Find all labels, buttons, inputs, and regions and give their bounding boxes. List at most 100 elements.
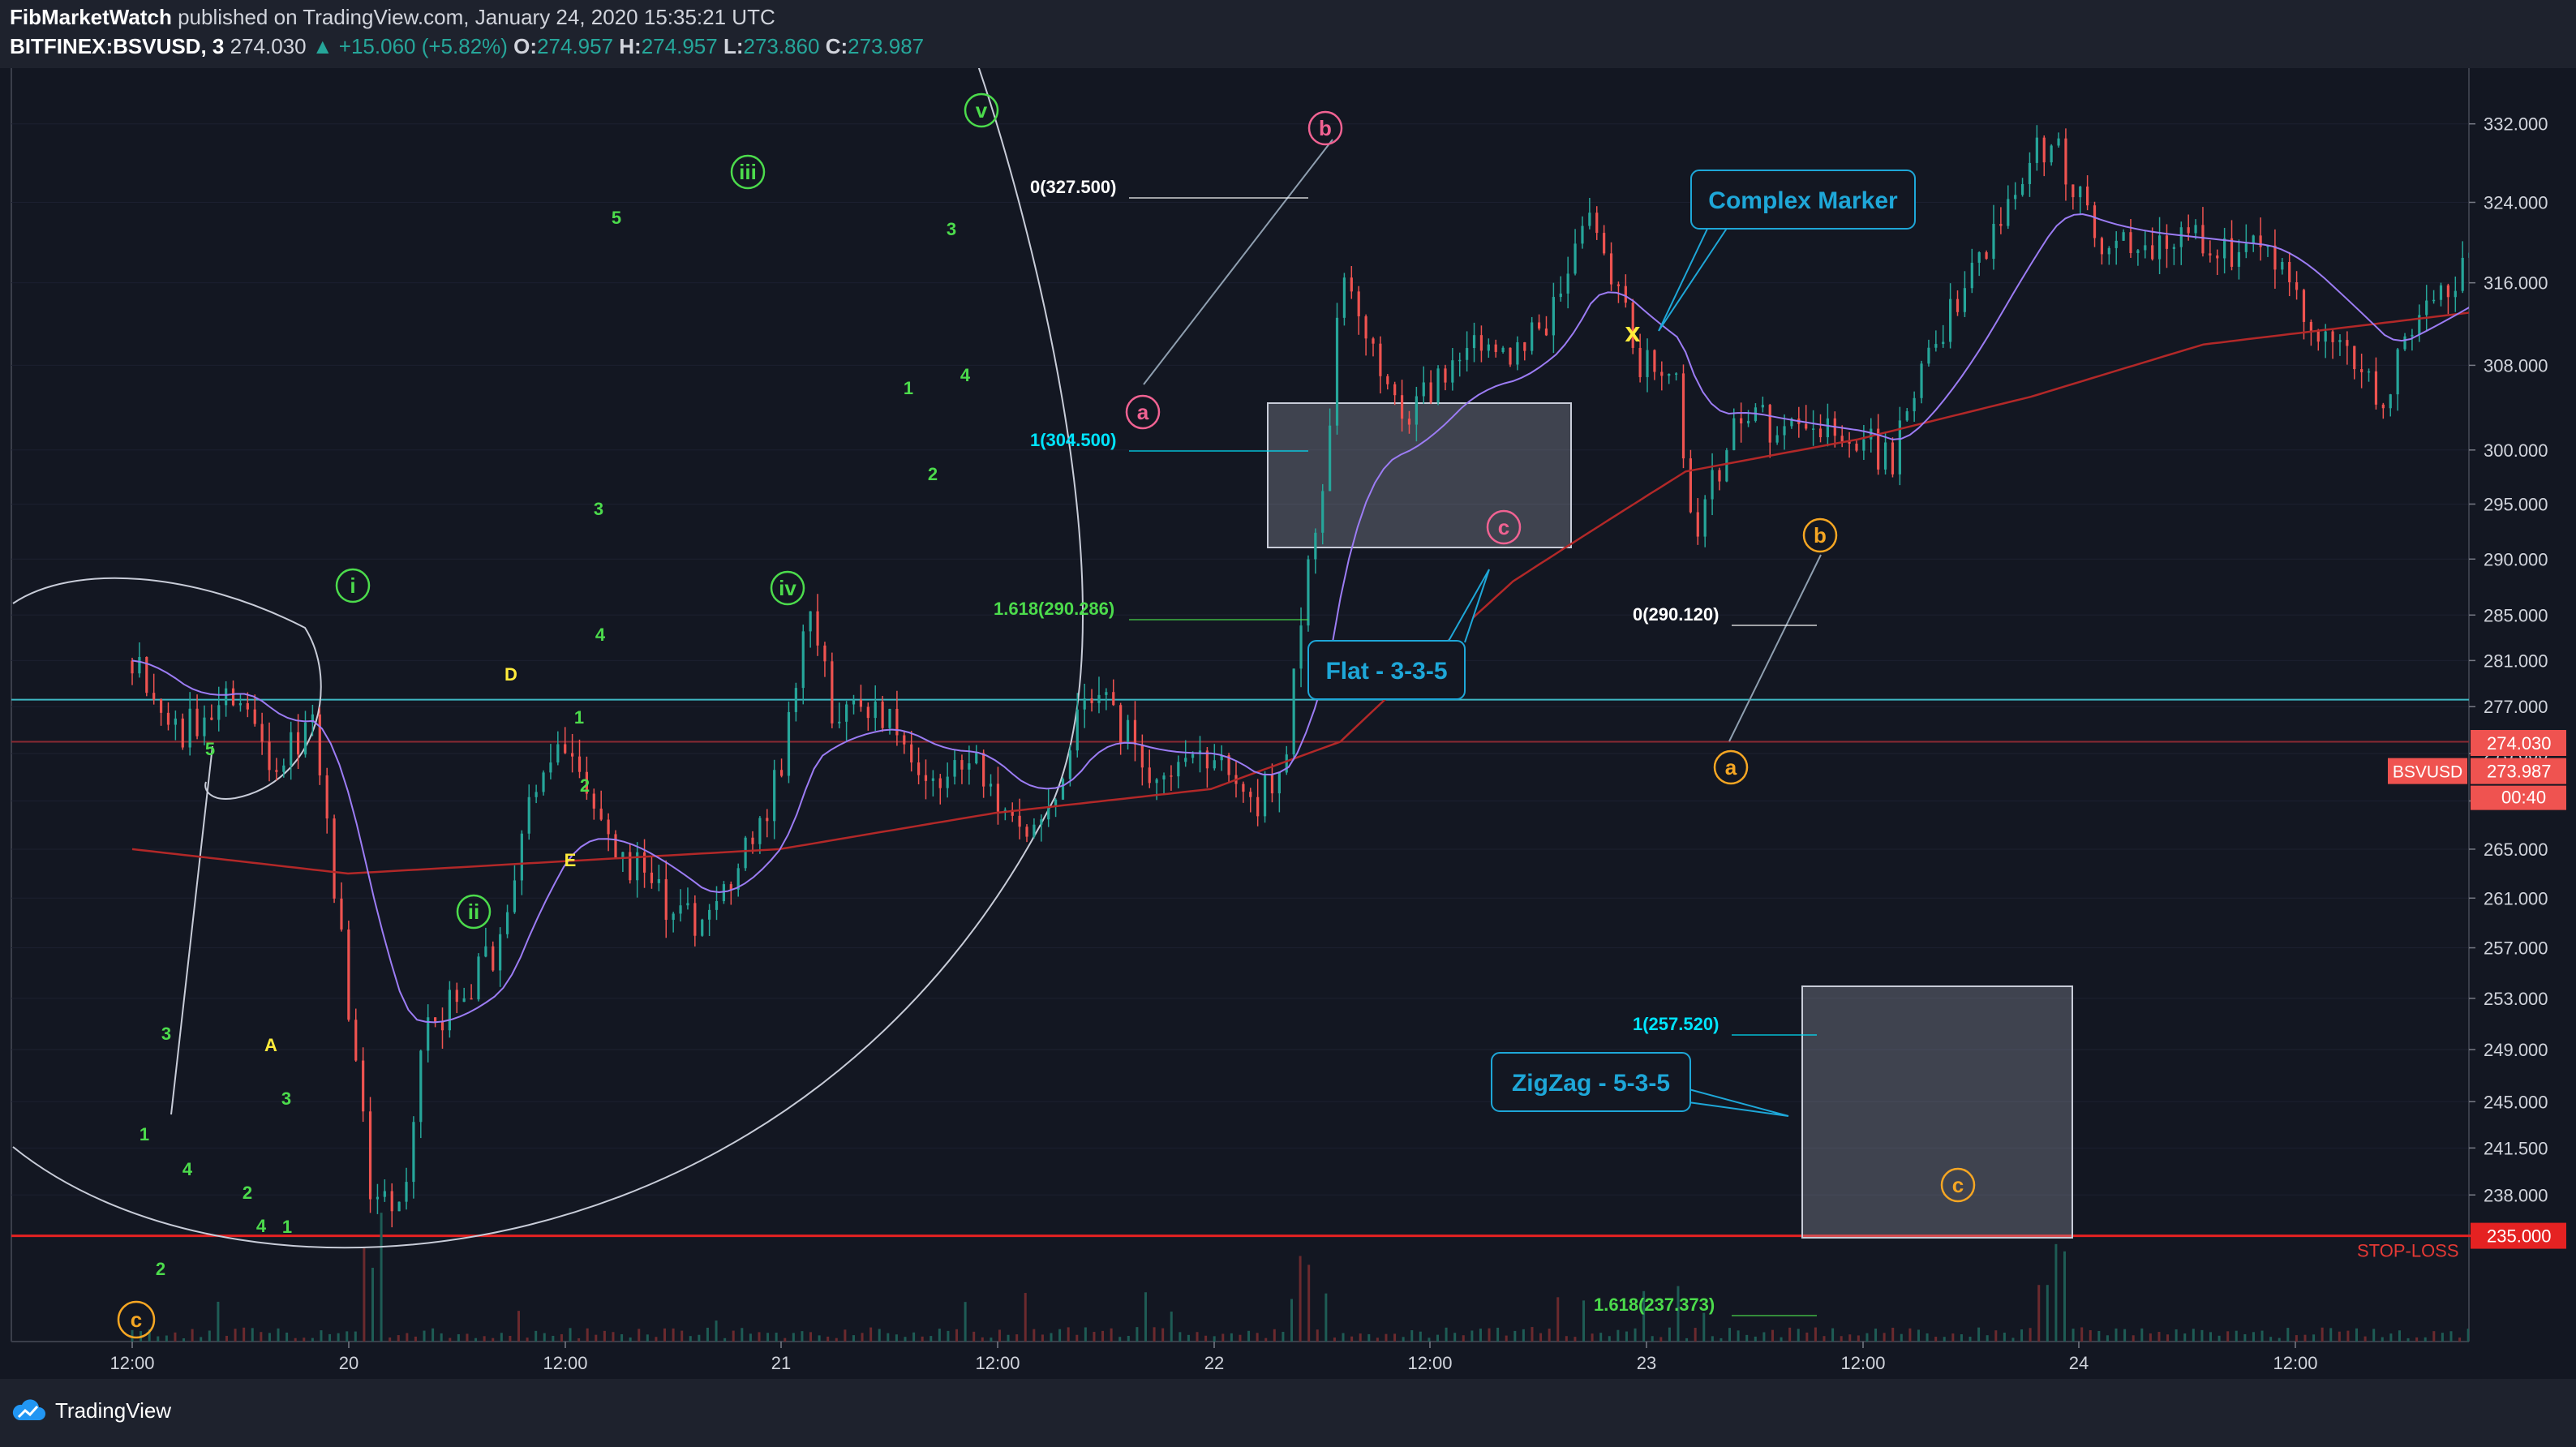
wave-label[interactable]: D: [504, 664, 517, 685]
wave-label-text: c: [131, 1307, 142, 1332]
fib-level[interactable]: 1(257.520): [1633, 1014, 1817, 1036]
annotation-callout[interactable]: Flat - 3-3-5: [1307, 569, 1490, 700]
stop-loss-label: STOP-LOSS: [2357, 1241, 2459, 1261]
wave-label[interactable]: c: [117, 1300, 156, 1339]
candle: [362, 1047, 365, 1123]
published-text: published on TradingView.com, January 24…: [171, 5, 775, 29]
fib-level[interactable]: 0(327.500): [1030, 177, 1308, 199]
candle: [1985, 250, 1988, 260]
close-value: 273.987: [848, 34, 925, 58]
candle: [145, 656, 148, 697]
symbol-badge: [2388, 758, 2467, 784]
candle: [1270, 763, 1274, 803]
symbol-name[interactable]: BITFINEX:BSVUSD, 3: [10, 34, 225, 58]
candle: [1559, 276, 1562, 302]
candle: [621, 852, 625, 873]
wave-label[interactable]: 2: [156, 1259, 165, 1279]
sub-wave-label: 2: [243, 1183, 252, 1203]
candle: [1566, 256, 1569, 309]
candle-body: [131, 660, 134, 674]
volume-bar: [2003, 1333, 2006, 1342]
fib-label: 1.618(290.286): [994, 599, 1114, 619]
candle-body: [1768, 405, 1771, 443]
fib-level[interactable]: 1.618(290.286): [994, 599, 1308, 620]
candle-body: [290, 732, 293, 766]
candle: [499, 927, 502, 987]
candle-body: [1285, 754, 1288, 773]
wave-label[interactable]: 5: [205, 739, 215, 759]
candle-body: [1436, 368, 1440, 403]
volume-bar: [826, 1336, 830, 1342]
annotation-callout[interactable]: ZigZag - 5-3-5: [1491, 1052, 1789, 1117]
wave-label-text: 4: [182, 1159, 193, 1179]
time-tick-label: 12:00: [975, 1353, 1020, 1373]
volume-bar: [1840, 1336, 1843, 1342]
candle-body: [2165, 235, 2169, 249]
candle: [2562, 255, 2565, 286]
volume-bar: [423, 1330, 426, 1342]
publisher-name[interactable]: FibMarketWatch: [10, 5, 172, 29]
candle-body: [499, 934, 502, 971]
candle: [1242, 781, 1245, 803]
price-axis[interactable]: 332.000 324.000 316.000 308.000 300.000 295.0…: [2388, 114, 2566, 1249]
candle: [462, 987, 466, 1003]
wave-label-text: a: [1137, 400, 1149, 424]
wave-label[interactable]: E: [565, 850, 577, 870]
candle-body: [1494, 344, 1497, 352]
volume-bar: [1118, 1337, 1122, 1342]
candle: [1992, 204, 1995, 270]
volume-bar: [1865, 1333, 1869, 1342]
wave-label[interactable]: c: [1940, 1167, 1976, 1203]
volume-bar: [1385, 1333, 1388, 1342]
candle-body: [1681, 373, 1685, 459]
candle: [809, 611, 812, 648]
wave-label[interactable]: a: [1125, 394, 1161, 430]
volume-bar: [2570, 1329, 2573, 1342]
volume-bar: [1024, 1293, 1027, 1342]
candle: [1696, 498, 1699, 545]
volume-bar: [1728, 1328, 1732, 1342]
wave-label[interactable]: v: [964, 92, 999, 128]
candle-body: [2461, 257, 2464, 291]
wave-label[interactable]: iv: [770, 570, 805, 606]
wave-label[interactable]: b: [1802, 517, 1838, 553]
candle: [419, 1050, 423, 1139]
volume-bar: [552, 1335, 555, 1342]
price-tick-label: 308.000: [2484, 355, 2548, 376]
time-axis[interactable]: 12:00 20 12:00 21 12:00 22 12:00 23 12:00 24 12:00: [109, 1342, 2318, 1373]
volume-bar: [449, 1338, 452, 1342]
volume-bar: [1556, 1297, 1560, 1342]
wave-label[interactable]: 1: [140, 1124, 149, 1144]
candle: [1213, 744, 1216, 771]
candle-body: [303, 722, 307, 755]
tradingview-logo[interactable]: TradingView: [11, 1398, 171, 1423]
candle: [1083, 684, 1086, 728]
wave-label[interactable]: i: [335, 568, 371, 603]
volume-bar: [1213, 1336, 1216, 1342]
price-tick-label: 261.000: [2484, 888, 2548, 908]
wave-label-circle: [1802, 517, 1838, 553]
candle-body: [968, 763, 971, 770]
candle-body: [1429, 382, 1432, 403]
ellipse-drawing: [12, 577, 322, 800]
wave-label[interactable]: 3: [161, 1024, 171, 1044]
fib-level[interactable]: 0(290.120): [1633, 604, 1817, 626]
wave-label[interactable]: A: [264, 1035, 277, 1055]
candle: [571, 733, 574, 773]
annotation-callout[interactable]: Complex Marker: [1658, 170, 1916, 332]
volume-bar: [2527, 1330, 2530, 1342]
fib-level[interactable]: 1(304.500): [1030, 430, 1308, 452]
price-chart[interactable]: STOP-LOSS 0(327.500) 1(304.500) 1.618(290.…: [0, 68, 2576, 1379]
wave-label[interactable]: iii: [730, 154, 766, 190]
candle: [1544, 316, 1548, 337]
wave-label[interactable]: ii: [456, 894, 492, 930]
candle-body: [1299, 625, 1303, 669]
wave-label[interactable]: b: [1307, 110, 1343, 146]
wave-label[interactable]: 4: [182, 1159, 193, 1179]
wave-label[interactable]: c: [1486, 509, 1522, 545]
wave-label[interactable]: a: [1713, 749, 1749, 785]
fib-level[interactable]: 1.618(237.373): [1594, 1295, 1817, 1316]
candle-body: [2381, 404, 2385, 409]
wave-label[interactable]: x: [1625, 317, 1641, 348]
candle: [1523, 341, 1526, 361]
